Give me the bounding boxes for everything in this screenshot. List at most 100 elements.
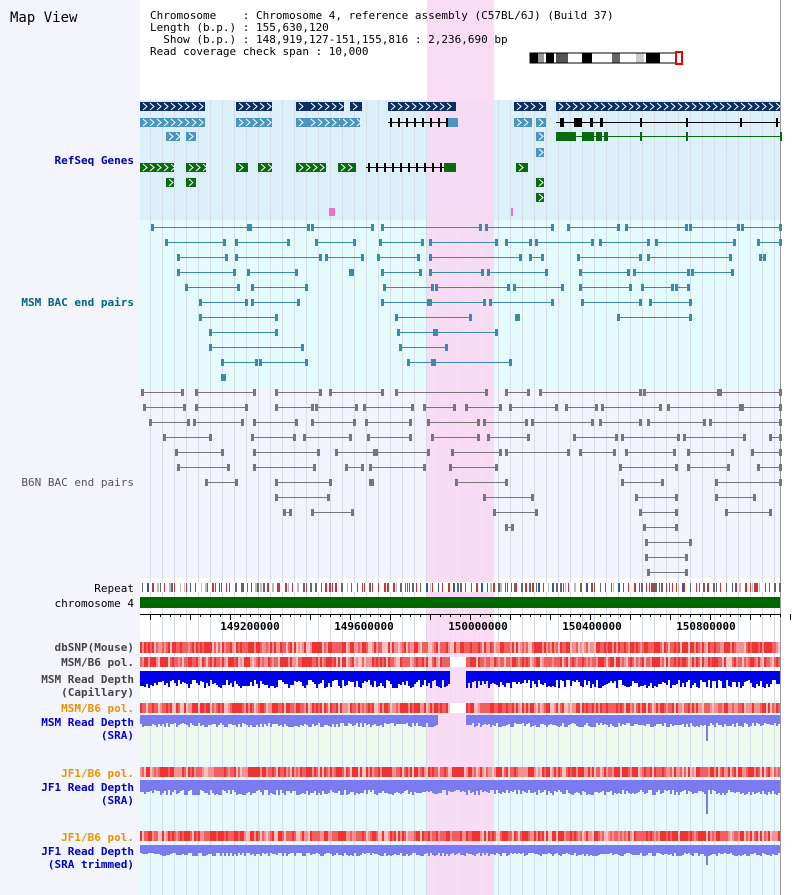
depth-bar xyxy=(292,845,294,853)
dbsnp-cell xyxy=(448,642,450,653)
depth-bar xyxy=(262,845,264,853)
depth-bar xyxy=(732,845,734,855)
pol-cell xyxy=(262,657,264,667)
depth-bar xyxy=(370,671,372,685)
pol-cell xyxy=(712,657,714,667)
pol-cell xyxy=(700,657,702,667)
dbsnp-cell xyxy=(436,642,438,653)
pol-cell xyxy=(624,703,626,713)
bac-end xyxy=(329,479,332,486)
dbsnp-cell xyxy=(626,642,628,653)
depth-bar xyxy=(688,715,690,727)
pol-cell xyxy=(374,831,376,841)
depth-bar xyxy=(370,780,372,792)
pol-cell xyxy=(570,831,572,841)
pol-cell xyxy=(504,831,506,841)
depth-bar xyxy=(594,671,596,687)
pol-cell xyxy=(266,657,268,667)
depth-bar xyxy=(368,715,370,724)
depth-bar xyxy=(604,780,606,795)
pol-cell xyxy=(186,657,188,667)
depth-bar xyxy=(240,780,242,794)
dbsnp-cell xyxy=(696,642,698,653)
depth-bar xyxy=(752,671,754,687)
depth-bar xyxy=(594,715,596,727)
bac-end xyxy=(411,404,414,411)
depth-bar xyxy=(152,715,154,724)
repeat-element xyxy=(605,583,606,592)
depth-bar xyxy=(588,780,590,794)
depth-bar xyxy=(418,671,420,680)
dbsnp-cell xyxy=(262,642,264,653)
depth-bar xyxy=(570,671,572,686)
dbsnp-cell xyxy=(718,642,720,653)
pol-cell xyxy=(306,831,308,841)
bac-end xyxy=(505,389,508,396)
repeat-element xyxy=(481,583,483,592)
pol-cell xyxy=(646,767,648,777)
depth-bar xyxy=(208,845,210,854)
depth-bar xyxy=(296,715,298,726)
depth-bar xyxy=(508,845,510,855)
depth-bar xyxy=(666,715,668,727)
pol-cell xyxy=(496,703,498,713)
depth-bar xyxy=(204,671,206,688)
depth-bar xyxy=(366,780,368,794)
gene-strand-arrow xyxy=(149,163,155,172)
depth-bar xyxy=(186,780,188,795)
repeat-element xyxy=(646,583,647,592)
depth-bar xyxy=(370,715,372,727)
pol-cell xyxy=(706,657,708,667)
bac-end xyxy=(599,239,602,246)
depth-bar xyxy=(708,780,710,790)
depth-bar xyxy=(764,715,766,723)
bac-end xyxy=(383,284,386,291)
depth-bar xyxy=(432,780,434,793)
repeat-element xyxy=(628,583,629,592)
pol-cell xyxy=(394,703,396,713)
dbsnp-cell xyxy=(456,642,458,653)
pol-cell xyxy=(274,657,276,667)
dbsnp-cell xyxy=(746,642,748,653)
repeat-element xyxy=(457,583,459,592)
depth-bar xyxy=(226,845,228,853)
pol-cell xyxy=(386,831,388,841)
depth-bar xyxy=(678,715,680,725)
dbsnp-cell xyxy=(562,642,564,653)
pol-cell xyxy=(398,657,400,667)
depth-bar xyxy=(744,671,746,682)
dbsnp-cell xyxy=(246,642,248,653)
pol-cell xyxy=(410,657,412,667)
depth-bar xyxy=(374,845,376,854)
pol-cell xyxy=(430,703,432,713)
pol-cell xyxy=(238,831,240,841)
depth-bar xyxy=(236,671,238,684)
pol-cell xyxy=(698,657,700,667)
depth-bar xyxy=(548,671,550,686)
track-label-b6n-bac[interactable]: B6N BAC end pairs xyxy=(21,476,134,489)
dbsnp-cell xyxy=(602,642,604,653)
depth-bar xyxy=(548,780,550,791)
pol-cell xyxy=(662,703,664,713)
dbsnp-cell xyxy=(494,642,496,653)
pol-cell xyxy=(620,767,622,777)
gene-strand-arrow xyxy=(607,102,613,111)
depth-bar xyxy=(718,780,720,793)
depth-bar xyxy=(634,715,636,724)
track-label-msm-bac[interactable]: MSM BAC end pairs xyxy=(21,296,134,309)
depth-bar xyxy=(732,715,734,724)
pol-cell xyxy=(156,767,158,777)
depth-bar xyxy=(268,780,270,795)
pol-cell xyxy=(328,831,330,841)
repeat-element xyxy=(623,583,624,592)
depth-bar xyxy=(302,715,304,726)
depth-bar xyxy=(724,715,726,724)
depth-bar xyxy=(736,845,738,856)
dbsnp-cell xyxy=(724,642,726,653)
track-label-refseq[interactable]: RefSeq Genes xyxy=(54,154,134,167)
depth-bar xyxy=(650,715,652,727)
bac-end xyxy=(381,389,384,396)
depth-bar xyxy=(752,845,754,854)
